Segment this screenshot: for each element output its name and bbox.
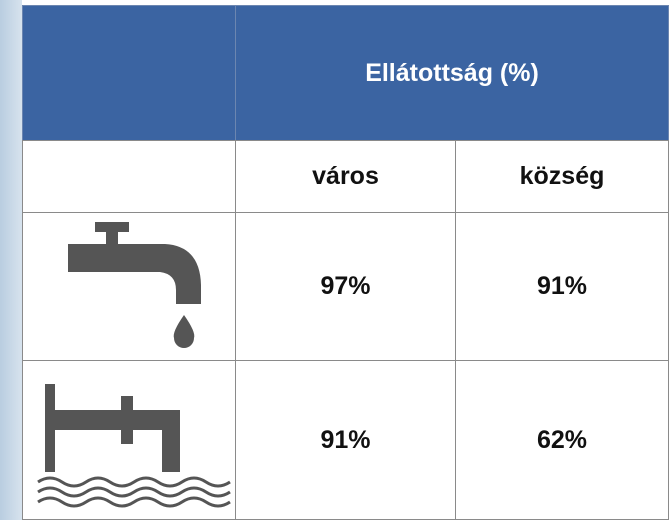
faucet-icon	[68, 222, 201, 348]
value-cell: 91%	[235, 360, 456, 520]
column-label: község	[455, 140, 669, 213]
column-label: város	[235, 140, 456, 213]
sewer-icon	[37, 384, 231, 508]
value-cell: 62%	[455, 360, 669, 520]
value-cell: 91%	[455, 212, 669, 361]
header-blank	[22, 5, 236, 141]
blank-cell	[22, 140, 236, 213]
header-title: Ellátottság (%)	[235, 5, 669, 141]
